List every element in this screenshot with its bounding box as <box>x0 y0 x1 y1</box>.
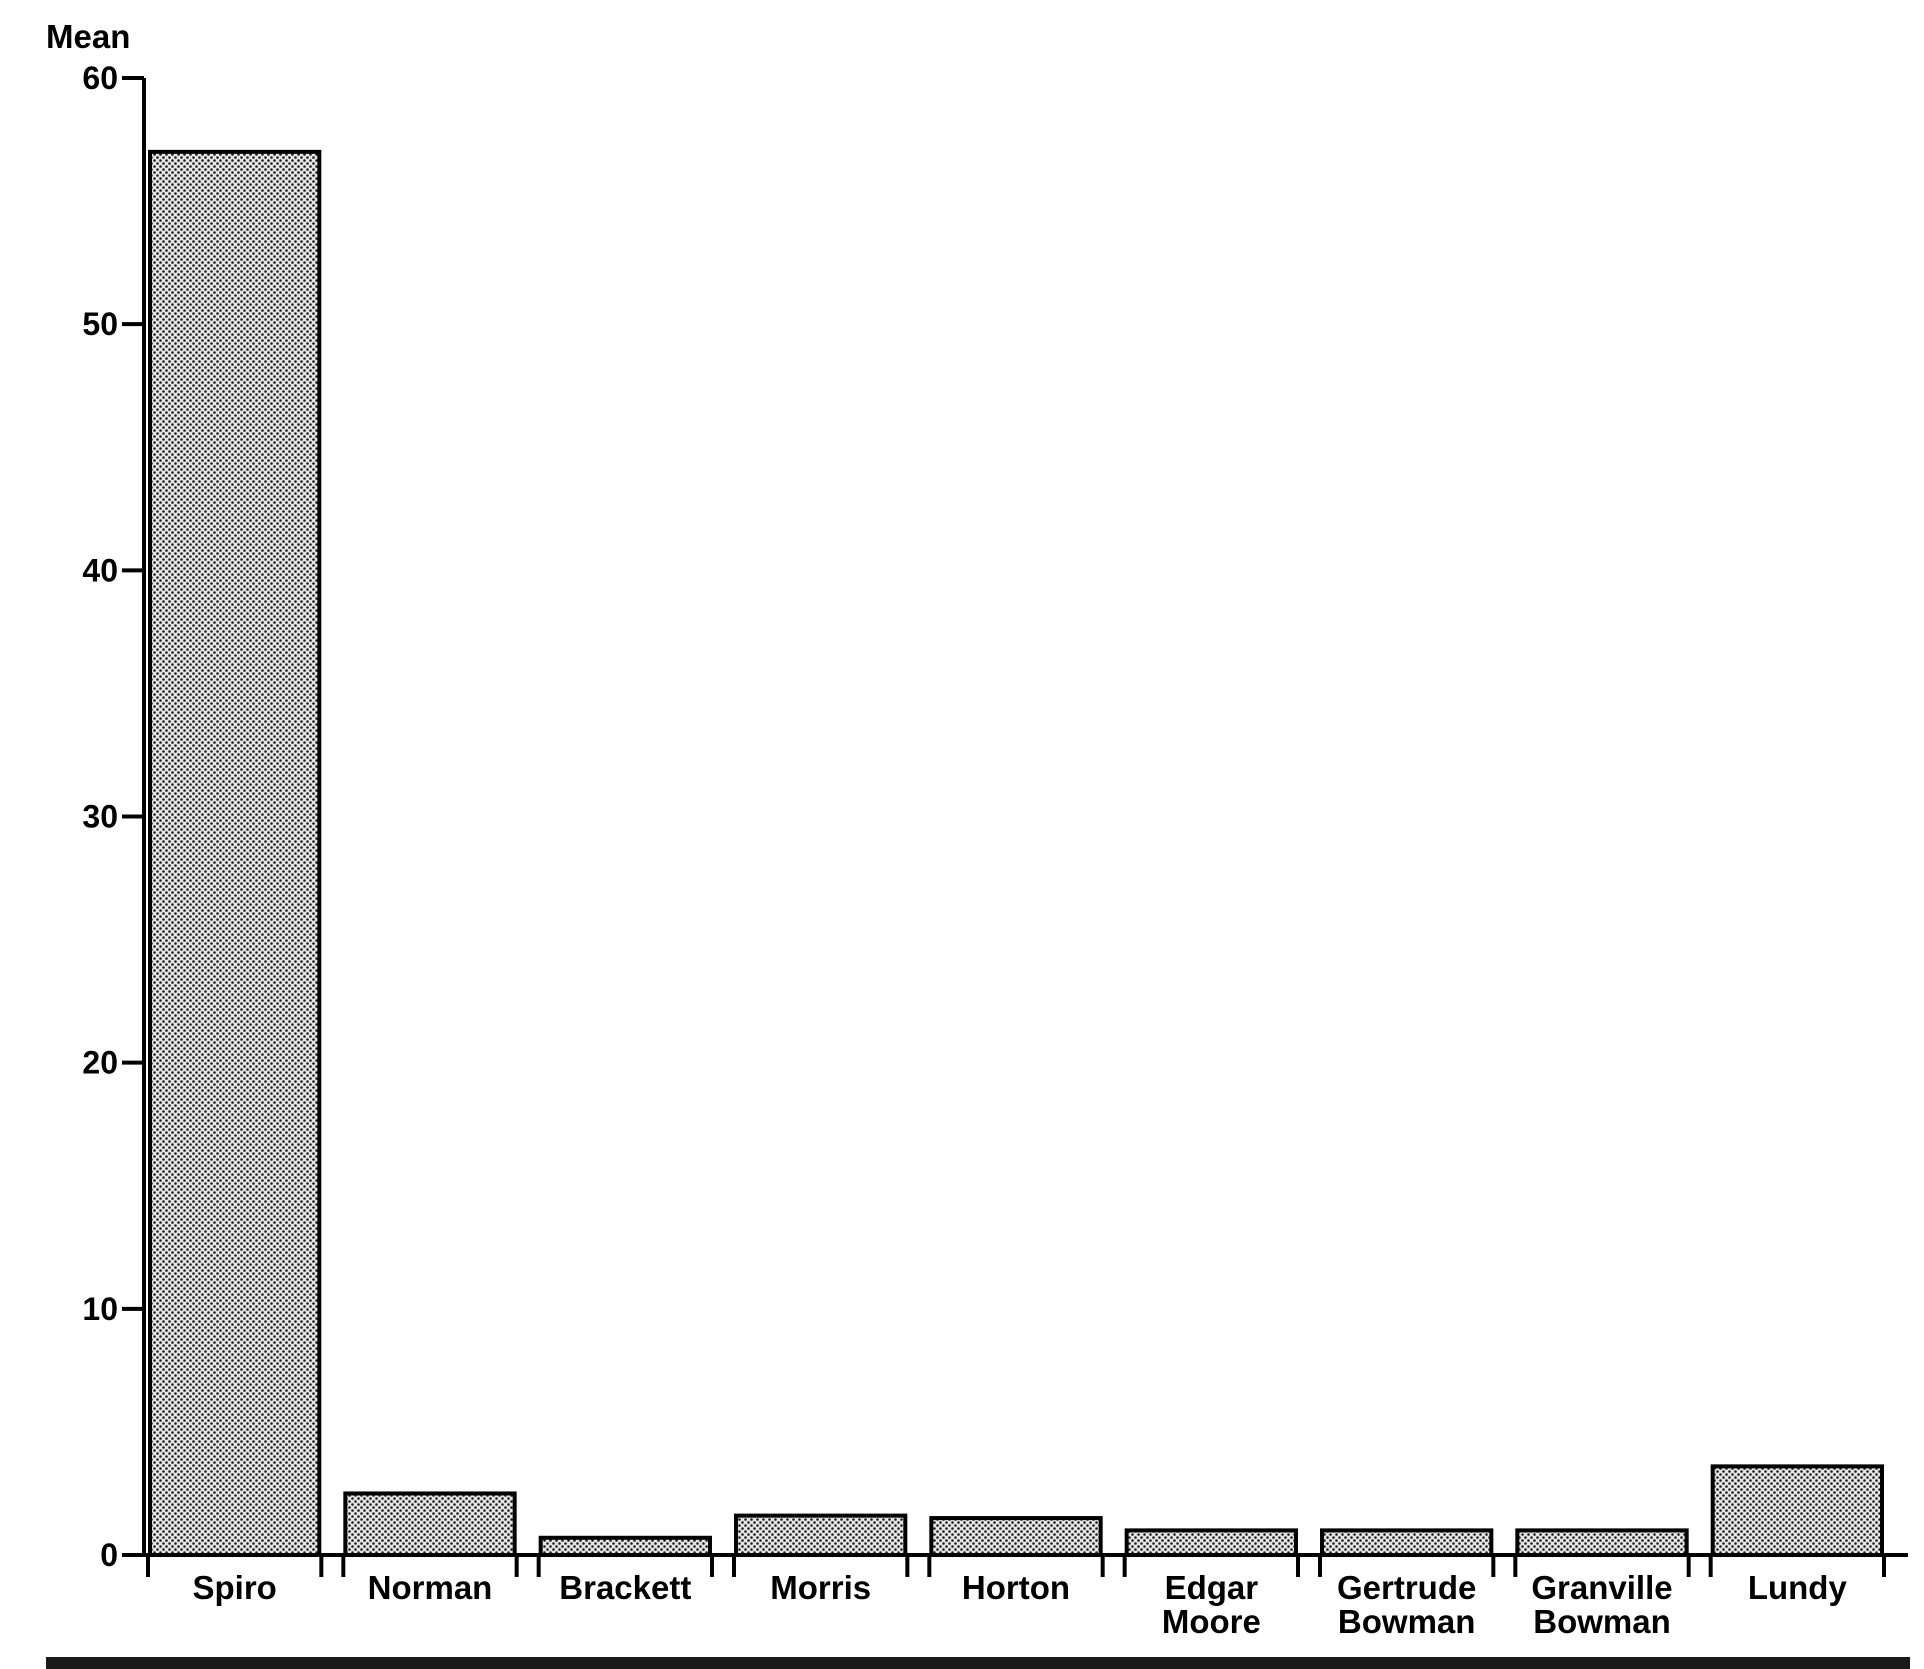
bar <box>538 1535 713 1557</box>
x-tick-label: Morris <box>770 1569 871 1606</box>
y-tick-label: 10 <box>82 1291 118 1327</box>
y-tick-label: 50 <box>82 306 118 342</box>
x-tick-label: Edgar Moore <box>1162 1569 1261 1640</box>
bar <box>1320 1528 1494 1557</box>
y-tick-label: 0 <box>100 1537 118 1573</box>
y-tick-label: 20 <box>82 1045 118 1081</box>
x-tick-label: Norman <box>368 1569 493 1606</box>
bottom-rule <box>46 1657 1910 1669</box>
x-tick-label: Spiro <box>192 1569 276 1606</box>
x-tick-label: Brackett <box>559 1569 691 1606</box>
y-tick-label: 40 <box>82 552 118 588</box>
y-tick-label: 60 <box>82 60 118 96</box>
x-tick-label: Lundy <box>1748 1569 1848 1606</box>
x-tick-label: Gertrude Bowman <box>1337 1569 1476 1640</box>
bars <box>148 149 1884 1558</box>
bar <box>343 1491 517 1558</box>
bar <box>1515 1528 1689 1557</box>
bar <box>1124 1528 1298 1557</box>
y-axis: 0 10 20 30 40 50 60 <box>82 60 146 1573</box>
bar <box>929 1516 1103 1557</box>
x-tick-label: Granville Bowman <box>1531 1569 1672 1640</box>
bar <box>1710 1464 1884 1558</box>
bar <box>734 1513 908 1557</box>
bar <box>148 149 322 1558</box>
x-tick-label: Horton <box>962 1569 1070 1606</box>
x-axis: Spiro Norman Brackett Morris Horton Edgar Moor… <box>144 1553 1908 1640</box>
y-axis-label: Mean <box>46 18 130 55</box>
y-tick-label: 30 <box>82 799 118 835</box>
